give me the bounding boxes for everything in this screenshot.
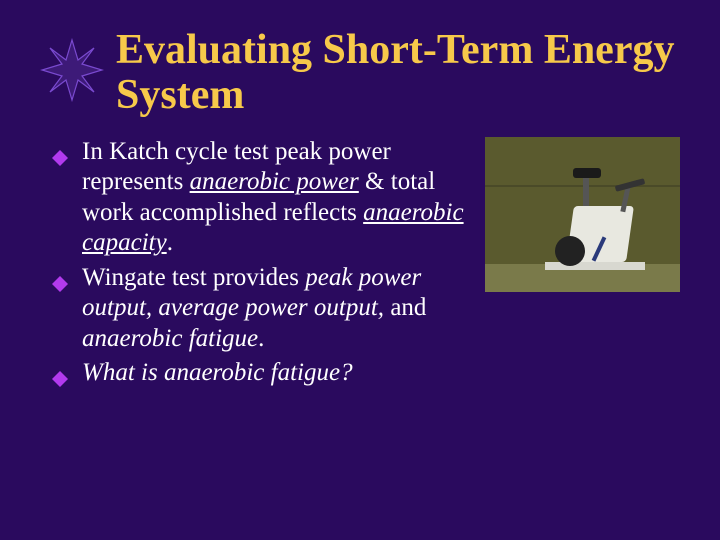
bullet-list: In Katch cycle test peak power represent… xyxy=(40,137,467,393)
bullet-text: In Katch cycle test peak power represent… xyxy=(82,138,464,257)
starburst-icon xyxy=(40,38,104,107)
content-row: In Katch cycle test peak power represent… xyxy=(40,137,680,393)
title-row: Evaluating Short-Term Energy System xyxy=(40,28,680,119)
text-segment: . xyxy=(258,325,264,352)
text-segment: . xyxy=(167,229,173,256)
diamond-bullet-icon xyxy=(52,365,68,396)
slide: Evaluating Short-Term Energy System In K… xyxy=(0,0,720,540)
text-segment: and xyxy=(390,294,426,321)
diamond-bullet-icon xyxy=(52,270,68,301)
bullet-text: Wingate test provides peak power output,… xyxy=(82,264,426,352)
bullet-item: Wingate test provides peak power output,… xyxy=(52,263,467,355)
text-segment: What is anaerobic fatigue? xyxy=(82,359,353,386)
text-segment: Wingate test provides xyxy=(82,264,305,291)
bullet-item: In Katch cycle test peak power represent… xyxy=(52,137,467,259)
text-segment: anaerobic power xyxy=(190,168,359,195)
slide-title: Evaluating Short-Term Energy System xyxy=(116,28,680,119)
bullet-item: What is anaerobic fatigue? xyxy=(52,358,467,389)
text-segment: anaerobic fatigue xyxy=(82,325,258,352)
bullet-text: What is anaerobic fatigue? xyxy=(82,359,353,386)
ergometer-image xyxy=(485,137,680,292)
diamond-bullet-icon xyxy=(52,144,68,175)
